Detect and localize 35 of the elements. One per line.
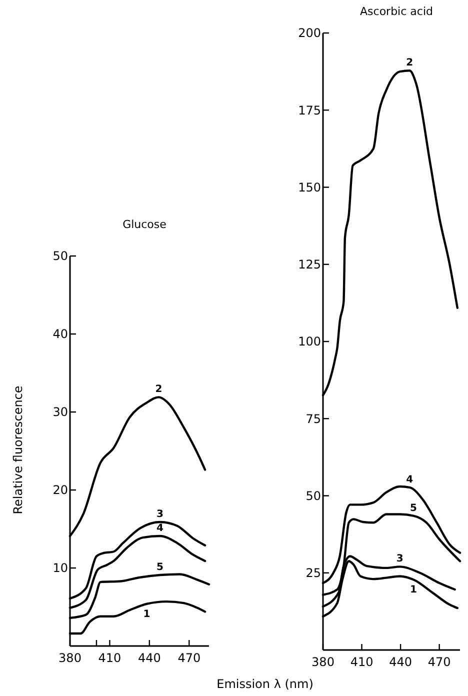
y-tick-label: 150 [298,180,321,194]
chart-title: Glucose [122,218,167,231]
y-tick-label: 50 [52,249,68,264]
y-tick-label: 100 [298,334,321,349]
y-tick-label: 25 [306,566,321,580]
x-tick-label: 410 [98,651,122,665]
x-tick-label: 440 [389,655,412,669]
x-tick-label: 470 [428,655,451,669]
y-tick-label: 200 [298,26,321,40]
series-label: 5 [410,502,417,514]
series-label: 2 [406,58,414,69]
series-label: 1 [410,584,417,596]
x-tick-label: 440 [138,651,161,665]
y-axis-title: Relative fluorescence [11,386,25,514]
y-tick-label: 40 [52,327,68,342]
y-tick-label: 175 [298,103,321,118]
x-tick-label: 410 [350,655,374,669]
y-tick-label: 50 [306,488,321,503]
x-tick-label: 470 [178,651,201,665]
series-label: 3 [156,508,164,520]
series-label: 4 [406,474,414,486]
series-label: 5 [156,562,164,574]
chart-title: Ascorbic acid [360,5,433,18]
x-tick-label: 380 [58,651,82,665]
series-label: 1 [143,608,150,620]
y-tick-label: 125 [298,258,321,272]
y-tick-label: 75 [306,412,321,426]
x-axis-title: Emission λ (nm) [216,677,314,691]
x-tick-label: 380 [312,655,334,669]
series-label: 2 [155,384,162,396]
y-tick-label: 20 [52,483,68,498]
y-tick-label: 10 [52,561,68,576]
y-tick-label: 30 [52,405,68,420]
series-label: 3 [396,554,404,565]
series-label: 4 [156,523,164,534]
